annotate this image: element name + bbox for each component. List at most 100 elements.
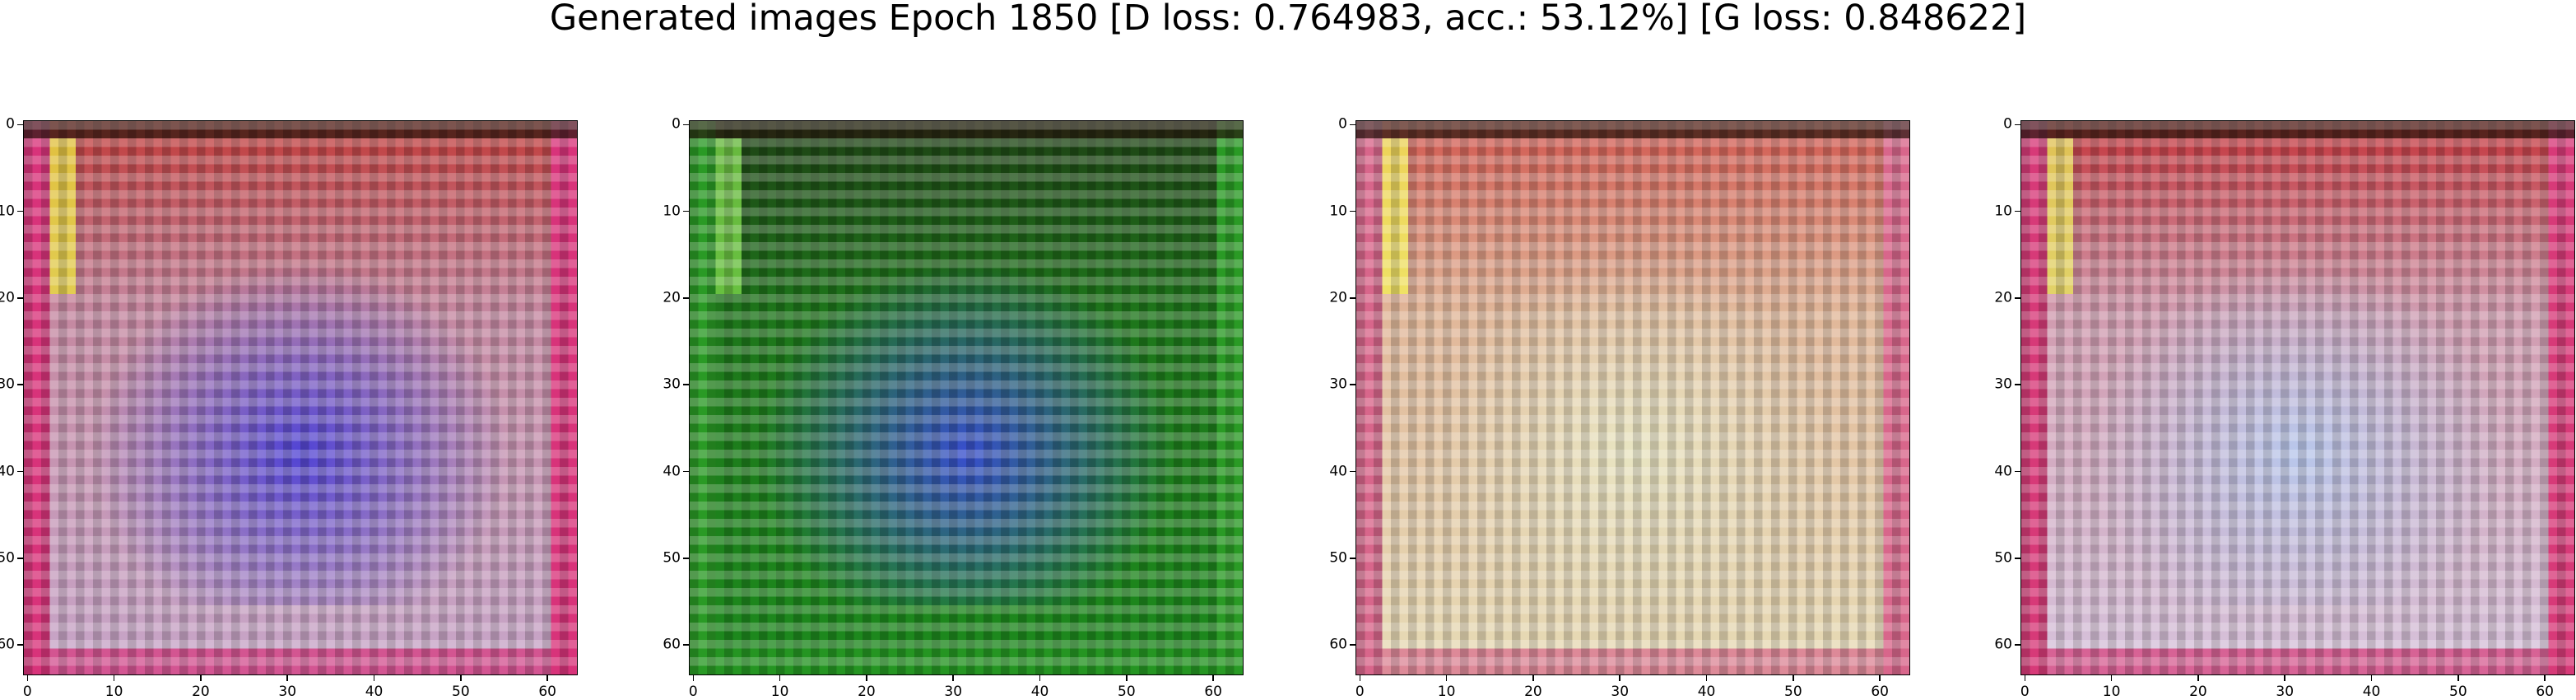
- x-tick-mark: [866, 675, 867, 681]
- y-tick-mark: [17, 384, 23, 385]
- y-tick-label: 0: [6, 115, 15, 133]
- y-tick-label: 10: [1994, 203, 2012, 220]
- y-tick-label: 30: [1329, 376, 1347, 393]
- y-tick-label: 40: [663, 463, 681, 480]
- y-tick-label: 50: [1329, 549, 1347, 567]
- y-tick-label: 60: [1329, 636, 1347, 653]
- x-tick-label: 60: [1871, 684, 1889, 700]
- generated-image-1: [23, 120, 578, 675]
- x-tick-label: 20: [1524, 684, 1542, 700]
- x-tick-mark: [1705, 675, 1708, 681]
- x-tick-mark: [373, 675, 375, 681]
- x-tick-mark: [1532, 675, 1534, 681]
- y-tick-label: 30: [0, 376, 15, 393]
- generated-image-graphic: [690, 121, 1243, 674]
- x-tick-label: 30: [944, 684, 963, 700]
- y-tick-mark: [17, 644, 23, 646]
- x-tick-label: 20: [858, 684, 876, 700]
- y-tick-label: 50: [1994, 549, 2012, 567]
- y-tick-mark: [2015, 384, 2020, 385]
- y-tick-mark: [2015, 470, 2020, 473]
- y-tick-mark: [2015, 297, 2020, 299]
- generated-image-panel-4: 0 0 10 10 20 20 30 30 40 40 50 50 60 60: [1994, 117, 2575, 699]
- y-tick-mark: [1350, 210, 1355, 212]
- y-tick-label: 60: [663, 636, 681, 653]
- x-tick-label: 30: [278, 684, 297, 700]
- x-tick-mark: [460, 675, 462, 681]
- x-tick-mark: [113, 675, 115, 681]
- x-tick-label: 0: [2020, 684, 2030, 700]
- x-tick-mark: [2110, 675, 2113, 681]
- x-tick-label: 10: [770, 684, 789, 700]
- x-tick-label: 40: [1697, 684, 1716, 700]
- y-tick-mark: [1350, 297, 1355, 299]
- x-tick-label: 30: [2276, 684, 2295, 700]
- y-tick-mark: [1350, 384, 1355, 385]
- x-tick-label: 40: [365, 684, 384, 700]
- generated-image-panel-2: 0 0 10 10 20 20 30 30 40 40 50 50 60 60: [663, 117, 1244, 699]
- x-tick-label: 50: [1784, 684, 1802, 700]
- x-tick-mark: [1619, 675, 1620, 681]
- x-tick-label: 0: [1355, 684, 1365, 700]
- y-tick-label: 60: [0, 636, 15, 653]
- x-tick-label: 60: [538, 684, 556, 700]
- y-tick-mark: [1350, 470, 1355, 473]
- x-tick-label: 10: [2102, 684, 2121, 700]
- y-tick-mark: [1350, 644, 1355, 646]
- generated-image-4: [2020, 120, 2575, 675]
- y-tick-label: 20: [663, 289, 681, 306]
- y-tick-mark: [2015, 210, 2020, 212]
- x-tick-label: 30: [1611, 684, 1630, 700]
- x-tick-mark: [2370, 675, 2373, 681]
- y-tick-label: 30: [1994, 376, 2012, 393]
- x-tick-label: 50: [1118, 684, 1136, 700]
- x-tick-mark: [2544, 675, 2546, 681]
- x-tick-mark: [1039, 675, 1041, 681]
- y-tick-label: 30: [663, 376, 681, 393]
- y-tick-label: 0: [672, 115, 681, 133]
- y-tick-mark: [17, 297, 23, 299]
- y-tick-mark: [2015, 124, 2020, 126]
- y-tick-label: 10: [1329, 203, 1347, 220]
- x-tick-mark: [200, 675, 202, 681]
- y-tick-label: 20: [1329, 289, 1347, 306]
- x-tick-label: 10: [1437, 684, 1456, 700]
- generated-image-2: [689, 120, 1244, 675]
- y-tick-mark: [1350, 558, 1355, 559]
- y-tick-mark: [2015, 558, 2020, 559]
- x-tick-mark: [1879, 675, 1881, 681]
- x-tick-mark: [2024, 675, 2026, 681]
- x-tick-mark: [1445, 675, 1448, 681]
- x-tick-label: 40: [1030, 684, 1049, 700]
- y-tick-label: 0: [1338, 115, 1347, 133]
- y-tick-label: 50: [0, 549, 15, 567]
- y-tick-mark: [17, 558, 23, 559]
- y-tick-label: 40: [1994, 463, 2012, 480]
- y-tick-mark: [683, 470, 689, 473]
- x-tick-label: 40: [2362, 684, 2381, 700]
- x-tick-label: 50: [2449, 684, 2467, 700]
- generated-image-graphic: [2021, 121, 2574, 674]
- generated-image-3: [1355, 120, 1910, 675]
- x-tick-mark: [2457, 675, 2459, 681]
- generated-image-panel-3: 0 0 10 10 20 20 30 30 40 40 50 50 60 60: [1329, 117, 1910, 699]
- figure-title: Generated images Epoch 1850 [D loss: 0.7…: [549, 0, 2027, 39]
- y-tick-mark: [1350, 124, 1355, 126]
- y-tick-label: 20: [0, 289, 15, 306]
- x-tick-label: 0: [22, 684, 32, 700]
- y-tick-mark: [17, 210, 23, 212]
- x-tick-label: 0: [688, 684, 698, 700]
- y-tick-mark: [17, 470, 23, 473]
- y-tick-mark: [683, 644, 689, 646]
- generated-image-panel-1: 0 0 10 10 20 20 30 30 40 40 50 50 60 60: [0, 117, 578, 699]
- x-tick-label: 20: [192, 684, 210, 700]
- x-tick-mark: [2197, 675, 2199, 681]
- x-tick-mark: [1359, 675, 1361, 681]
- generated-image-graphic: [1356, 121, 1909, 674]
- x-tick-mark: [26, 675, 29, 681]
- y-tick-mark: [17, 124, 23, 126]
- x-tick-mark: [286, 675, 288, 681]
- x-tick-label: 60: [1204, 684, 1222, 700]
- generated-image-graphic: [24, 121, 577, 674]
- y-tick-label: 40: [1329, 463, 1347, 480]
